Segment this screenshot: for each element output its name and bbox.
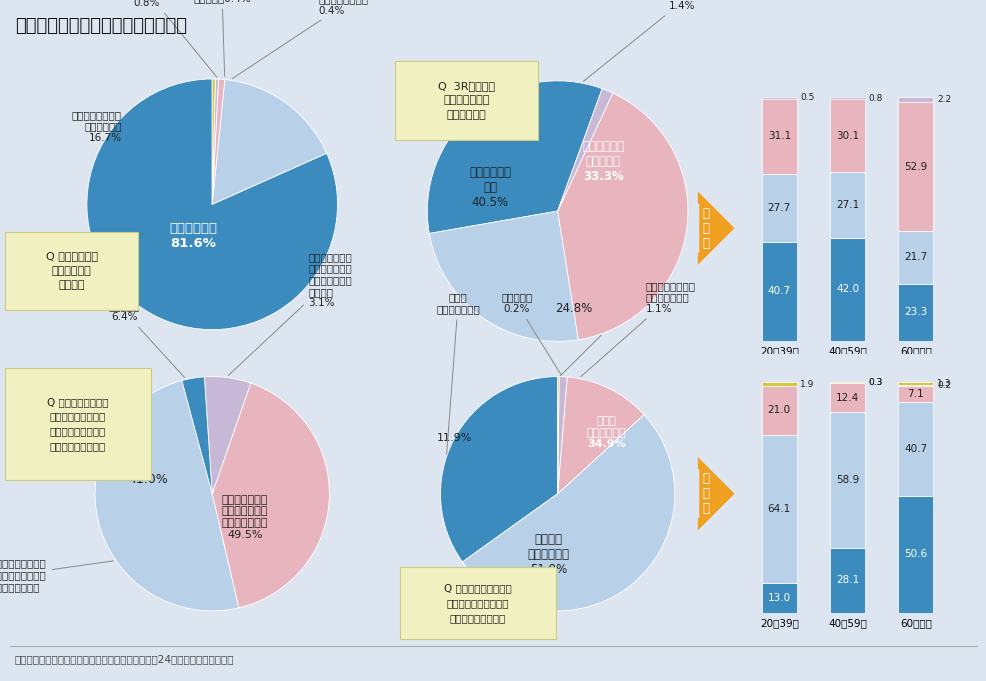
- Bar: [761, 99, 797, 174]
- Text: 24.8%: 24.8%: [554, 302, 592, 315]
- Wedge shape: [462, 415, 674, 611]
- Text: 52.9: 52.9: [903, 161, 927, 172]
- Bar: [829, 548, 865, 613]
- Bar: [761, 242, 797, 340]
- Text: 27.7: 27.7: [767, 203, 790, 213]
- Text: 聞いたことも
ない
40.5%: 聞いたことも ない 40.5%: [468, 166, 511, 209]
- Text: 50.6: 50.6: [903, 550, 927, 560]
- Text: 12.4: 12.4: [835, 392, 858, 402]
- Wedge shape: [557, 89, 612, 211]
- Text: 11.9%: 11.9%: [437, 432, 471, 443]
- Bar: [897, 382, 933, 385]
- Text: 現在の生活水準
を落とすことで
あり，受け入れ
られない
3.1%: 現在の生活水準 を落とすことで あり，受け入れ られない 3.1%: [228, 252, 352, 375]
- Wedge shape: [95, 381, 239, 611]
- Text: Q ゴミの問題は
重要だと思い
ますか？: Q ゴミの問題は 重要だと思い ますか？: [45, 251, 98, 291]
- Bar: [829, 97, 865, 99]
- Bar: [897, 402, 933, 496]
- Wedge shape: [429, 211, 578, 341]
- Bar: [897, 385, 933, 402]
- Text: 0.3: 0.3: [868, 378, 882, 387]
- Text: 2.2: 2.2: [936, 95, 951, 104]
- Text: ほとんど（全く）
実施していない
1.1%: ほとんど（全く） 実施していない 1.1%: [580, 281, 695, 377]
- Bar: [761, 434, 797, 583]
- Text: Q ゴミを少なくする配
　慮やリサイクルを実
　施していますか？: Q ゴミを少なくする配 慮やリサイクルを実 施していますか？: [444, 583, 511, 623]
- Text: Q 循環型社会を形成
　する施策を進めて
　いくことをどのよ
　うに思いますか？: Q 循環型社会を形成 する施策を進めて いくことをどのよ うに思いますか？: [47, 397, 108, 451]
- Bar: [761, 174, 797, 242]
- Bar: [897, 231, 933, 284]
- Text: 意味は知らないが
言葉は聞いたことがある: 意味は知らないが 言葉は聞いたことがある: [490, 335, 600, 422]
- Text: 循環型社会の形成に関する意識調査: 循環型社会の形成に関する意識調査: [15, 17, 186, 35]
- Text: 言葉の意味を
知っている
33.3%: 言葉の意味を 知っている 33.3%: [582, 140, 623, 183]
- Bar: [829, 172, 865, 238]
- Text: 生活水準が落ちることに
なっても，循環型社会へ
の移行はやむを得ない: 生活水準が落ちることに なっても，循環型社会へ の移行はやむを得ない: [0, 558, 113, 592]
- Text: 23.3: 23.3: [903, 307, 927, 317]
- Bar: [829, 383, 865, 412]
- Text: わからない
1.4%: わからない 1.4%: [583, 0, 699, 82]
- Bar: [897, 284, 933, 340]
- Text: 資料：内閣府「環境問題に関する世論調査」（平成24年度）より環境省作成: 資料：内閣府「環境問題に関する世論調査」（平成24年度）より環境省作成: [15, 654, 234, 664]
- Bar: [897, 496, 933, 613]
- Text: Q  3Rの言葉の
　意味を知って
　いますか？: Q 3Rの言葉の 意味を知って いますか？: [438, 80, 494, 121]
- Text: 28.1: 28.1: [835, 575, 858, 586]
- Wedge shape: [204, 377, 250, 494]
- Text: 58.9: 58.9: [835, 475, 858, 485]
- Text: 重要だと思う
81.6%: 重要だと思う 81.6%: [170, 221, 217, 250]
- Text: わからない
6.4%: わからない 6.4%: [108, 301, 184, 377]
- Wedge shape: [557, 377, 567, 494]
- Wedge shape: [181, 377, 212, 494]
- Text: いつも
実施している
34.9%: いつも 実施している 34.9%: [587, 416, 626, 449]
- Text: 31.1: 31.1: [767, 131, 790, 142]
- Text: 0.2: 0.2: [936, 381, 951, 390]
- Wedge shape: [557, 93, 687, 340]
- Text: 重要だと思わない
0.4%: 重要だと思わない 0.4%: [232, 0, 369, 79]
- Wedge shape: [557, 377, 558, 494]
- Text: 年
齢
別: 年 齢 別: [701, 206, 709, 250]
- Text: 41.0%: 41.0%: [128, 473, 168, 486]
- Bar: [761, 97, 797, 99]
- Wedge shape: [440, 377, 557, 562]
- Text: 0.5: 0.5: [800, 93, 814, 102]
- Text: 42.0: 42.0: [835, 285, 858, 294]
- Text: 40.7: 40.7: [767, 286, 790, 296]
- Text: わからない0.4%: わからない0.4%: [193, 0, 250, 76]
- Wedge shape: [557, 377, 644, 494]
- Wedge shape: [212, 383, 329, 607]
- Wedge shape: [212, 79, 215, 204]
- Text: できる部分から
循環型社会に移
行すべきである
49.5%: できる部分から 循環型社会に移 行すべきである 49.5%: [222, 495, 268, 539]
- Text: 13.0: 13.0: [767, 593, 790, 603]
- Wedge shape: [212, 80, 326, 204]
- Bar: [829, 412, 865, 548]
- Text: わからない
0.2%: わからない 0.2%: [501, 293, 560, 375]
- Bar: [897, 97, 933, 102]
- Bar: [829, 238, 865, 340]
- Text: 1.9: 1.9: [800, 379, 814, 389]
- Text: 64.1: 64.1: [767, 504, 790, 513]
- Text: 21.7: 21.7: [903, 253, 927, 262]
- Text: あまり
実施していない: あまり 実施していない: [436, 293, 479, 455]
- Text: 年
齢
別: 年 齢 別: [701, 472, 709, 516]
- Wedge shape: [212, 79, 218, 204]
- Text: ある程度
実施している
51.9%: ある程度 実施している 51.9%: [527, 533, 569, 576]
- Text: 30.1: 30.1: [835, 131, 858, 141]
- Wedge shape: [212, 79, 225, 204]
- Bar: [829, 382, 865, 383]
- Text: 40.7: 40.7: [903, 444, 927, 454]
- Text: どちらかといえば
重要だと思わない
0.8%: どちらかといえば 重要だと思わない 0.8%: [122, 0, 217, 77]
- Text: 21.0: 21.0: [767, 405, 790, 415]
- Text: 0.8: 0.8: [868, 94, 882, 103]
- Bar: [761, 382, 797, 386]
- Wedge shape: [427, 81, 601, 234]
- Text: 27.1: 27.1: [835, 200, 858, 210]
- Text: 0.3: 0.3: [868, 379, 882, 387]
- Bar: [897, 102, 933, 231]
- Bar: [761, 386, 797, 434]
- Bar: [761, 583, 797, 613]
- Text: 1.3: 1.3: [936, 379, 951, 388]
- Wedge shape: [87, 79, 337, 330]
- Bar: [829, 99, 865, 172]
- Text: 7.1: 7.1: [906, 389, 923, 399]
- Text: どちらかといえば
重要だと思う
16.7%: どちらかといえば 重要だと思う 16.7%: [72, 110, 122, 143]
